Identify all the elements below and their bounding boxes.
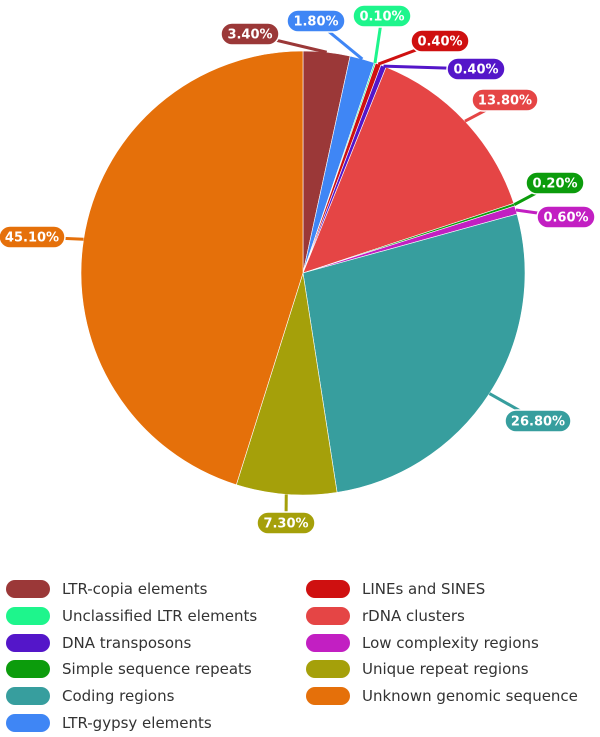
legend-item[interactable]: DNA transposons [6, 630, 191, 656]
legend-item[interactable]: Simple sequence repeats [6, 656, 252, 682]
legend-swatch [306, 660, 350, 679]
data-label-pill [0, 225, 66, 249]
data-label: 45.10% [0, 225, 66, 249]
legend-item[interactable]: Unique repeat regions [306, 656, 529, 682]
data-label: 0.10% [352, 4, 412, 28]
pie-slice[interactable] [302, 213, 526, 493]
pie-chart: 3.40% 1.80% 0.10% 0.40% 0.40% 13.80% 0.20% 0.60… [0, 4, 596, 535]
legend-label: Low complexity regions [362, 633, 539, 652]
legend-item[interactable]: Unknown genomic sequence [306, 683, 578, 709]
data-label-pill [471, 88, 539, 112]
data-label-text: 0.40% [417, 35, 462, 50]
data-label-pill [525, 171, 585, 195]
data-label-pill [446, 57, 506, 81]
data-label-pill [352, 4, 412, 28]
data-label-text: 1.80% [293, 15, 338, 30]
data-label-text: 0.60% [543, 211, 588, 226]
data-label-text: 26.80% [511, 415, 565, 430]
legend-label: Simple sequence repeats [62, 660, 252, 679]
legend-swatch [6, 660, 50, 679]
pie-slices [80, 50, 526, 496]
pie-slice[interactable] [302, 66, 515, 274]
legend-swatch [6, 633, 50, 652]
data-label-pill [286, 9, 346, 33]
legend-item[interactable]: Unclassified LTR elements [6, 603, 257, 629]
legend: LTR-copia elements Unclassified LTR eleme… [0, 576, 600, 736]
data-label-text: 0.10% [359, 10, 404, 25]
legend-swatch [306, 633, 350, 652]
data-label: 1.80% [286, 9, 346, 33]
legend-label: Coding regions [62, 687, 175, 706]
legend-swatch [6, 606, 50, 625]
pie-slice[interactable] [235, 272, 338, 496]
data-label-pill [220, 22, 280, 46]
data-label: 0.20% [525, 171, 585, 195]
legend-label: LINEs and SINES [362, 580, 486, 598]
legend-swatch [306, 606, 350, 625]
data-label-pill [536, 205, 596, 229]
data-label: 26.80% [504, 409, 572, 433]
legend-swatch [306, 687, 350, 706]
legend-label: Unclassified LTR elements [62, 606, 258, 625]
legend-item[interactable]: Coding regions [6, 683, 174, 709]
legend-label: rDNA clusters [362, 606, 465, 625]
data-label-pill [504, 409, 572, 433]
data-label: 0.40% [446, 57, 506, 81]
legend-item[interactable]: rDNA clusters [306, 603, 465, 629]
legend-item[interactable]: Low complexity regions [306, 630, 539, 656]
data-labels: 3.40% 1.80% 0.10% 0.40% 0.40% 13.80% 0.20% 0.60… [0, 4, 596, 535]
legend-label: LTR-copia elements [62, 580, 208, 598]
legend-item[interactable]: LTR-gypsy elements [6, 710, 212, 736]
legend-swatch [6, 580, 50, 598]
data-label: 3.40% [220, 22, 280, 46]
data-label-text: 45.10% [5, 231, 59, 246]
pie-slice[interactable] [80, 50, 304, 486]
legend-label: DNA transposons [62, 633, 192, 652]
legend-label: Unique repeat regions [362, 660, 529, 679]
data-label-pill [256, 511, 316, 535]
data-label: 7.30% [256, 511, 316, 535]
legend-item[interactable]: LTR-copia elements [6, 576, 207, 602]
legend-swatch [6, 714, 50, 732]
legend-item[interactable]: LINEs and SINES [306, 576, 485, 602]
data-label: 0.60% [536, 205, 596, 229]
data-label-text: 3.40% [227, 28, 272, 43]
legend-swatch [306, 580, 350, 598]
data-label: 0.40% [410, 29, 470, 53]
legend-label: Unknown genomic sequence [362, 687, 578, 706]
legend-swatch [6, 687, 50, 706]
data-label-text: 0.20% [532, 177, 577, 192]
data-label-text: 7.30% [263, 517, 308, 532]
data-label-pill [410, 29, 470, 53]
data-label: 13.80% [471, 88, 539, 112]
data-label-text: 0.40% [453, 63, 498, 78]
data-label-text: 13.80% [478, 94, 532, 109]
legend-label: LTR-gypsy elements [62, 714, 212, 732]
